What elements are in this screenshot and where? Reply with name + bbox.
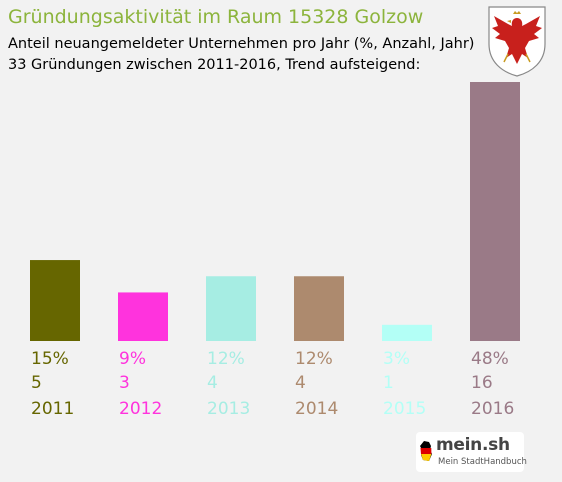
chart-summary: 33 Gründungen zwischen 2011-2016, Trend …	[8, 57, 421, 73]
year-label-2011: 2011	[31, 399, 74, 419]
chart-title: Gründungsaktivität im Raum 15328 Golzow	[8, 6, 424, 28]
germany-map-icon	[420, 441, 432, 461]
count-label-2016: 16	[471, 373, 493, 393]
bar-2015	[382, 324, 432, 341]
count-label-2011: 5	[31, 373, 42, 393]
year-label-2016: 2016	[471, 399, 514, 419]
logo-name: mein.sh	[436, 435, 510, 455]
bar-2014	[294, 276, 344, 341]
year-label-2012: 2012	[119, 399, 162, 419]
year-label-2013: 2013	[207, 399, 250, 419]
count-label-2015: 1	[383, 373, 394, 393]
percent-label-2013: 12%	[207, 349, 245, 369]
chart-subtitle: Anteil neuangemeldeter Unternehmen pro J…	[8, 36, 475, 52]
year-label-2014: 2014	[295, 399, 338, 419]
brandenburg-eagle-crest-icon	[488, 6, 546, 77]
percent-label-2014: 12%	[295, 349, 333, 369]
count-label-2012: 3	[119, 373, 130, 393]
count-label-2013: 4	[207, 373, 218, 393]
percent-label-2012: 9%	[119, 349, 146, 369]
logo-tagline: Mein StadtHandbuch	[438, 457, 527, 467]
percent-label-2011: 15%	[31, 349, 69, 369]
bar-2013	[206, 276, 256, 341]
count-label-2014: 4	[295, 373, 306, 393]
bar-2011	[30, 260, 80, 341]
mein-sh-logo[interactable]: mein.sh Mein StadtHandbuch	[416, 432, 527, 472]
bar-2012	[118, 292, 168, 341]
year-label-2015: 2015	[383, 399, 426, 419]
percent-label-2015: 3%	[383, 349, 410, 369]
percent-label-2016: 48%	[471, 349, 509, 369]
bar-2016	[470, 82, 520, 341]
